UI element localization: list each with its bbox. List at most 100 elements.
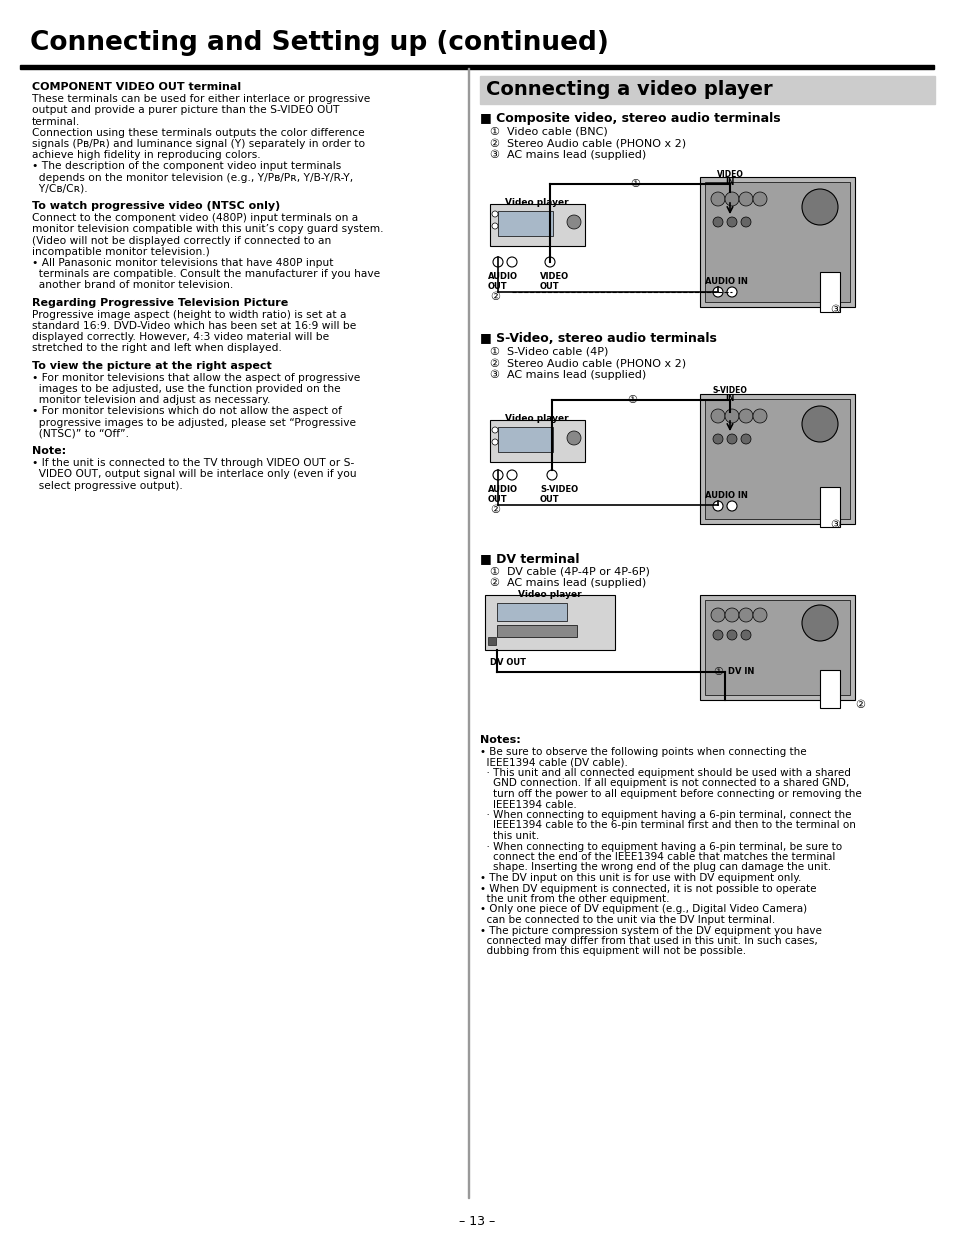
Text: IEEE1394 cable (DV cable).: IEEE1394 cable (DV cable). <box>479 757 627 767</box>
Text: terminal.: terminal. <box>32 116 80 127</box>
Text: To watch progressive video (NTSC only): To watch progressive video (NTSC only) <box>32 201 280 211</box>
Text: Y/Cʙ/Cʀ).: Y/Cʙ/Cʀ). <box>32 184 88 194</box>
Text: progressive images to be adjusted, please set “Progressive: progressive images to be adjusted, pleas… <box>32 417 355 427</box>
Text: IEEE1394 cable to the 6-pin terminal first and then to the terminal on: IEEE1394 cable to the 6-pin terminal fir… <box>479 820 855 830</box>
Circle shape <box>801 189 837 225</box>
Text: ■ DV terminal: ■ DV terminal <box>479 552 578 564</box>
Text: VIDEO OUT, output signal will be interlace only (even if you: VIDEO OUT, output signal will be interla… <box>32 469 356 479</box>
Text: Progressive image aspect (height to width ratio) is set at a: Progressive image aspect (height to widt… <box>32 310 346 320</box>
Text: ②  AC mains lead (supplied): ② AC mains lead (supplied) <box>490 578 645 588</box>
Text: · When connecting to equipment having a 6-pin terminal, connect the: · When connecting to equipment having a … <box>479 810 851 820</box>
Circle shape <box>752 409 766 424</box>
Text: S-VIDEO: S-VIDEO <box>712 387 746 395</box>
Circle shape <box>739 409 752 424</box>
Bar <box>497 603 566 621</box>
Circle shape <box>710 409 724 424</box>
Text: Connect to the component video (480P) input terminals on a: Connect to the component video (480P) in… <box>32 214 358 224</box>
Text: select progressive output).: select progressive output). <box>32 480 183 490</box>
Text: OUT: OUT <box>539 282 559 291</box>
Circle shape <box>801 406 837 442</box>
Circle shape <box>740 630 750 640</box>
Text: IN: IN <box>724 178 734 186</box>
Circle shape <box>740 433 750 445</box>
Text: terminals are compatible. Consult the manufacturer if you have: terminals are compatible. Consult the ma… <box>32 269 380 279</box>
Circle shape <box>752 191 766 206</box>
Text: – 13 –: – 13 – <box>458 1215 495 1228</box>
Text: S-VIDEO: S-VIDEO <box>539 485 578 494</box>
Bar <box>490 420 584 462</box>
Text: Connecting a video player: Connecting a video player <box>485 80 772 99</box>
Text: • When DV equipment is connected, it is not possible to operate: • When DV equipment is connected, it is … <box>479 883 816 893</box>
Text: incompatible monitor television.): incompatible monitor television.) <box>32 247 210 257</box>
Bar <box>700 595 854 700</box>
Bar <box>20 65 933 69</box>
Circle shape <box>710 608 724 622</box>
Circle shape <box>752 608 766 622</box>
Text: stretched to the right and left when displayed.: stretched to the right and left when dis… <box>32 343 281 353</box>
Text: ■ S-Video, stereo audio terminals: ■ S-Video, stereo audio terminals <box>479 332 716 345</box>
Text: ③  AC mains lead (supplied): ③ AC mains lead (supplied) <box>490 370 645 380</box>
Bar <box>700 177 854 308</box>
Circle shape <box>739 608 752 622</box>
Circle shape <box>492 211 497 217</box>
Text: Regarding Progressive Television Picture: Regarding Progressive Television Picture <box>32 298 288 308</box>
Text: COMPONENT VIDEO OUT terminal: COMPONENT VIDEO OUT terminal <box>32 82 241 91</box>
Text: ③: ③ <box>829 305 840 315</box>
Text: These terminals can be used for either interlace or progressive: These terminals can be used for either i… <box>32 94 370 104</box>
Text: depends on the monitor television (e.g., Y/Pʙ/Pʀ, Y/B-Y/R-Y,: depends on the monitor television (e.g.,… <box>32 173 353 183</box>
Text: • For monitor televisions which do not allow the aspect of: • For monitor televisions which do not a… <box>32 406 341 416</box>
Circle shape <box>492 224 497 228</box>
Text: DV OUT: DV OUT <box>490 658 525 667</box>
Text: VIDEO: VIDEO <box>716 170 742 179</box>
Text: ①: ① <box>629 179 639 189</box>
Circle shape <box>726 433 737 445</box>
Circle shape <box>544 257 555 267</box>
Text: OUT: OUT <box>539 495 559 504</box>
Bar <box>700 394 854 524</box>
Text: IN: IN <box>724 394 734 403</box>
Text: OUT: OUT <box>488 495 507 504</box>
Text: • The description of the component video input terminals: • The description of the component video… <box>32 162 341 172</box>
Bar <box>820 272 840 312</box>
Text: connect the end of the IEEE1394 cable that matches the terminal: connect the end of the IEEE1394 cable th… <box>479 852 835 862</box>
Bar <box>704 182 849 303</box>
Text: can be connected to the unit via the DV Input terminal.: can be connected to the unit via the DV … <box>479 915 775 925</box>
Text: ②: ② <box>490 291 499 303</box>
Text: DV IN: DV IN <box>727 667 754 676</box>
Circle shape <box>506 257 517 267</box>
Text: dubbing from this equipment will not be possible.: dubbing from this equipment will not be … <box>479 946 745 956</box>
Circle shape <box>739 191 752 206</box>
Text: ■ Composite video, stereo audio terminals: ■ Composite video, stereo audio terminal… <box>479 112 780 125</box>
Text: AUDIO: AUDIO <box>488 485 517 494</box>
Bar <box>490 204 584 246</box>
Text: VIDEO: VIDEO <box>539 272 569 282</box>
Circle shape <box>493 257 502 267</box>
Text: Video player: Video player <box>517 590 581 599</box>
Bar <box>704 600 849 695</box>
Text: Video player: Video player <box>505 414 568 424</box>
Text: • If the unit is connected to the TV through VIDEO OUT or S-: • If the unit is connected to the TV thr… <box>32 458 354 468</box>
Bar <box>820 671 840 708</box>
Circle shape <box>712 630 722 640</box>
Text: displayed correctly. However, 4:3 video material will be: displayed correctly. However, 4:3 video … <box>32 332 329 342</box>
Circle shape <box>712 433 722 445</box>
Circle shape <box>712 501 722 511</box>
Text: To view the picture at the right aspect: To view the picture at the right aspect <box>32 361 272 370</box>
Bar <box>484 595 615 650</box>
Text: ①  Video cable (BNC): ① Video cable (BNC) <box>490 126 607 136</box>
Text: standard 16:9. DVD-Video which has been set at 16:9 will be: standard 16:9. DVD-Video which has been … <box>32 321 356 331</box>
Text: output and provide a purer picture than the S-VIDEO OUT: output and provide a purer picture than … <box>32 105 339 115</box>
Bar <box>468 68 469 1198</box>
Text: ③: ③ <box>829 520 840 530</box>
Text: Notes:: Notes: <box>479 735 520 745</box>
Text: AUDIO: AUDIO <box>488 272 517 282</box>
Text: ②: ② <box>854 700 864 710</box>
Text: monitor television and adjust as necessary.: monitor television and adjust as necessa… <box>32 395 270 405</box>
Circle shape <box>724 409 739 424</box>
Text: • Only one piece of DV equipment (e.g., Digital Video Camera): • Only one piece of DV equipment (e.g., … <box>479 904 806 914</box>
Text: achieve high fidelity in reproducing colors.: achieve high fidelity in reproducing col… <box>32 151 260 161</box>
Text: images to be adjusted, use the function provided on the: images to be adjusted, use the function … <box>32 384 340 394</box>
Circle shape <box>506 471 517 480</box>
Circle shape <box>726 287 737 296</box>
Bar <box>497 625 577 637</box>
